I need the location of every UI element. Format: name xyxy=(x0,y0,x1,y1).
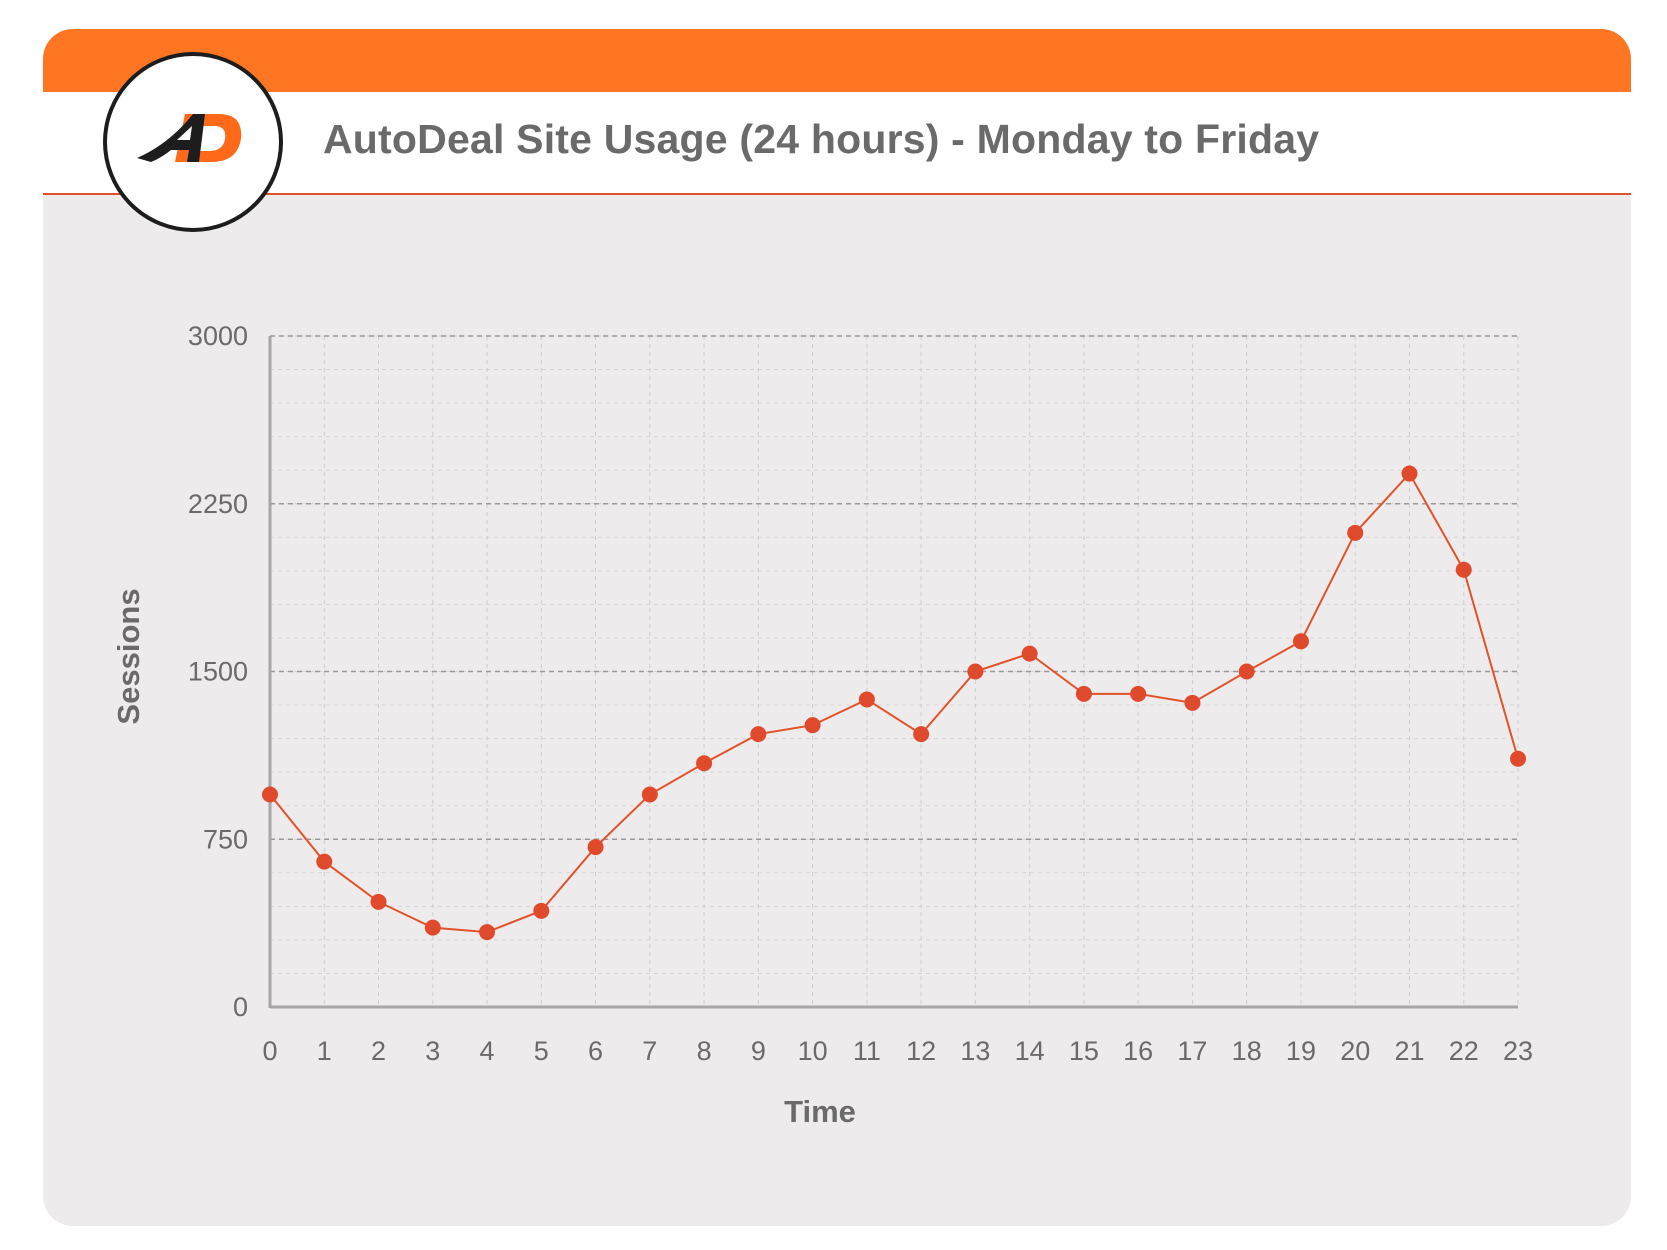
x-tick-label: 22 xyxy=(1449,1036,1479,1066)
data-point xyxy=(750,726,767,743)
data-point xyxy=(479,924,496,941)
x-tick-label: 7 xyxy=(642,1036,657,1066)
data-point xyxy=(1347,524,1364,541)
chart-card: AutoDeal Site Usage (24 hours) - Monday … xyxy=(43,29,1631,1226)
x-tick-label: 17 xyxy=(1177,1036,1207,1066)
data-point xyxy=(804,717,821,734)
data-point xyxy=(587,839,604,856)
data-point xyxy=(913,726,930,743)
x-tick-label: 2 xyxy=(371,1036,386,1066)
data-point xyxy=(1292,633,1309,650)
x-tick-label: 21 xyxy=(1394,1036,1424,1066)
x-tick-label: 4 xyxy=(480,1036,495,1066)
data-point xyxy=(1510,750,1526,767)
x-tick-label: 5 xyxy=(534,1036,549,1066)
y-tick-label: 750 xyxy=(203,824,248,854)
page-title: AutoDeal Site Usage (24 hours) - Monday … xyxy=(323,116,1320,162)
autodeal-logo-icon xyxy=(137,114,242,162)
x-tick-label: 14 xyxy=(1015,1036,1045,1066)
x-tick-label: 16 xyxy=(1123,1036,1153,1066)
autodeal-logo xyxy=(103,52,283,232)
y-tick-label: 3000 xyxy=(188,321,248,351)
data-point xyxy=(1455,561,1472,578)
y-tick-label: 2250 xyxy=(188,489,248,519)
x-tick-label: 11 xyxy=(853,1036,881,1066)
data-point xyxy=(262,786,278,803)
y-axis-title: Sessions xyxy=(111,588,146,724)
data-point xyxy=(424,919,441,936)
data-point xyxy=(641,786,658,803)
data-point xyxy=(533,902,550,919)
x-tick-label: 3 xyxy=(425,1036,440,1066)
data-point xyxy=(316,853,333,870)
series-line xyxy=(269,471,1519,934)
data-point xyxy=(1184,694,1201,711)
x-axis-title: Time xyxy=(784,1094,856,1129)
x-tick-label: 1 xyxy=(317,1036,332,1066)
y-tick-label: 1500 xyxy=(188,657,248,687)
data-point xyxy=(1075,685,1092,702)
data-point xyxy=(1238,663,1255,680)
data-point xyxy=(1021,645,1038,662)
data-point xyxy=(1130,685,1147,702)
header: AutoDeal Site Usage (24 hours) - Monday … xyxy=(43,92,1631,195)
x-tick-label: 23 xyxy=(1503,1036,1533,1066)
data-point xyxy=(696,755,713,772)
x-tick-label: 0 xyxy=(262,1036,277,1066)
data-point xyxy=(967,663,984,680)
header-accent-bar xyxy=(43,29,1631,92)
x-tick-label: 20 xyxy=(1340,1036,1370,1066)
x-tick-label: 8 xyxy=(697,1036,712,1066)
x-tick-label: 12 xyxy=(906,1036,936,1066)
y-tick-label: 0 xyxy=(233,992,248,1022)
x-tick-label: 6 xyxy=(588,1036,603,1066)
x-tick-label: 18 xyxy=(1232,1036,1262,1066)
data-point xyxy=(1401,465,1418,482)
x-tick-label: 10 xyxy=(798,1036,828,1066)
x-tick-label: 9 xyxy=(751,1036,766,1066)
data-point xyxy=(858,691,875,708)
x-tick-label: 13 xyxy=(960,1036,990,1066)
data-point xyxy=(370,893,387,910)
x-tick-label: 15 xyxy=(1069,1036,1099,1066)
x-tick-label: 19 xyxy=(1286,1036,1316,1066)
